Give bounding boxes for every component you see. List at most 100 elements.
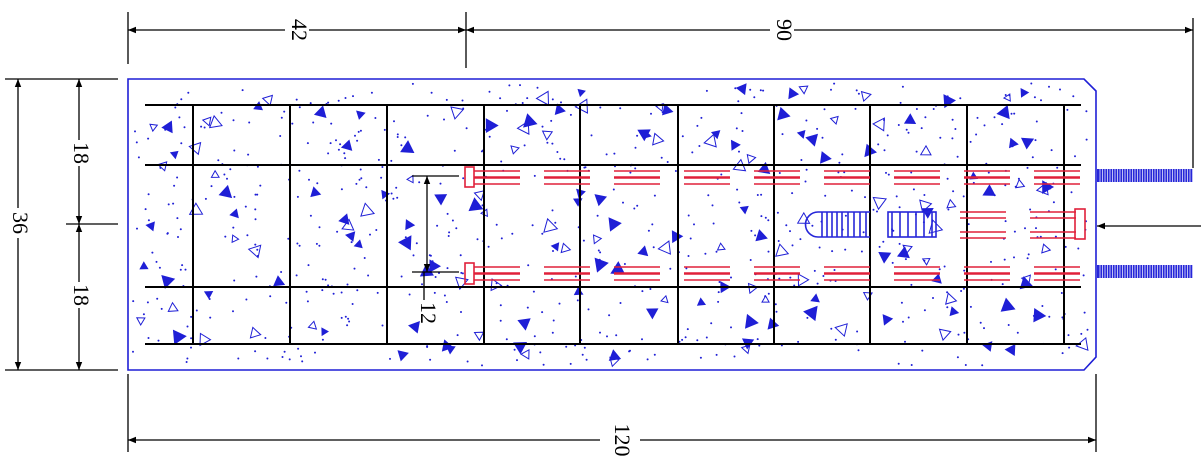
speckle-dot <box>754 234 757 237</box>
speckle-dot <box>857 349 860 352</box>
speckle-dot <box>606 335 608 338</box>
speckle-aggregate <box>543 217 559 233</box>
speckle-dot <box>309 102 312 105</box>
speckle-dot <box>363 257 366 259</box>
speckle-dot <box>646 358 649 361</box>
speckle-dot <box>453 149 456 152</box>
speckle-dot <box>1048 85 1050 88</box>
speckle-dot <box>533 335 536 338</box>
speckle-dot <box>255 275 258 278</box>
speckle-dot <box>359 168 362 171</box>
speckle-dot <box>210 185 213 188</box>
speckle-dot <box>280 271 283 273</box>
anchor-detail <box>804 211 937 238</box>
speckle-dot <box>1066 108 1069 111</box>
speckle-dot <box>400 275 403 278</box>
speckle-dot <box>359 129 362 132</box>
speckle-dot <box>358 178 361 181</box>
speckle-dot <box>560 101 562 104</box>
speckle-dot <box>831 250 834 253</box>
speckle-dot <box>897 124 900 126</box>
speckle-dot <box>581 353 584 356</box>
speckle-dot <box>963 331 966 334</box>
speckle-dot <box>735 127 738 130</box>
speckle-dot <box>1040 99 1042 102</box>
speckle-dot <box>583 346 586 349</box>
speckle-dot <box>347 317 350 320</box>
speckle-dot <box>340 316 343 319</box>
speckle-aggregate <box>834 323 848 338</box>
speckle-dot <box>446 212 449 215</box>
speckle-dot <box>527 264 530 267</box>
speckle-dot <box>951 118 954 121</box>
speckle-aggregate <box>1035 181 1049 196</box>
speckle-dot <box>979 321 982 324</box>
speckle-dot <box>569 113 572 116</box>
speckle-dot <box>762 89 765 92</box>
speckle-aggregate <box>247 244 262 259</box>
speckle-dot <box>797 340 800 343</box>
speckle-dot <box>132 350 134 353</box>
speckle-aggregate <box>931 273 942 284</box>
speckle-aggregate <box>803 305 818 322</box>
speckle-dot <box>217 159 220 162</box>
speckle-dot <box>551 331 554 334</box>
speckle-dot <box>179 228 182 231</box>
speckle-dot <box>932 108 935 110</box>
speckle-aggregate <box>341 218 355 231</box>
speckle-aggregate <box>468 197 484 212</box>
speckle-dot <box>354 134 356 137</box>
speckle-dot <box>295 98 298 101</box>
speckle-dot <box>301 360 304 363</box>
speckle-dot <box>1003 258 1006 261</box>
speckle-dot <box>652 246 655 249</box>
speckle-aggregate <box>535 90 550 106</box>
speckle-dot <box>1059 88 1061 91</box>
speckle-dot <box>223 173 226 176</box>
speckle-dot <box>446 267 449 270</box>
speckle-dot <box>837 171 840 174</box>
speckle-dot <box>1033 96 1036 99</box>
speckle-dot <box>554 221 557 224</box>
speckle-aggregate <box>249 326 262 339</box>
speckle-dot <box>698 145 701 147</box>
speckle-dot <box>811 224 814 227</box>
speckle-dot <box>466 360 469 363</box>
speckle-dot <box>1048 315 1051 318</box>
speckle-aggregate <box>485 118 499 133</box>
dim-label-36: 36 <box>8 212 33 234</box>
speckle-dot <box>281 356 284 358</box>
speckle-dot <box>599 251 602 254</box>
speckle-dot <box>488 90 491 93</box>
speckle-aggregate <box>637 245 649 257</box>
speckle-aggregate <box>310 186 322 198</box>
stirrup-box <box>887 211 937 238</box>
speckle-dot <box>523 144 526 147</box>
speckle-dot <box>1026 257 1029 260</box>
speckle-dot <box>160 307 163 310</box>
speckle-dot <box>1035 227 1037 230</box>
speckle-aggregate <box>657 240 671 255</box>
speckle-aggregate <box>646 308 659 320</box>
speckle-aggregate <box>169 150 179 160</box>
speckle-dot <box>990 260 992 263</box>
speckle-dot <box>542 363 545 366</box>
speckle-aggregate <box>747 282 759 295</box>
speckle-dot <box>778 277 781 280</box>
speckle-dot <box>1085 110 1088 113</box>
speckle-aggregate <box>574 98 589 114</box>
speckle-aggregate <box>829 115 839 125</box>
speckle-dot <box>760 215 763 218</box>
speckle-dot <box>696 339 699 342</box>
speckle-dot <box>185 361 188 363</box>
speckle-dot <box>1024 227 1026 230</box>
speckle-dot <box>1035 120 1038 123</box>
dimension-labels: 42 90 36 18 18 12 120 <box>8 19 797 457</box>
grid-vertical-lines <box>192 105 1065 344</box>
speckle-dot <box>872 208 875 211</box>
speckle-dot <box>244 205 247 208</box>
speckle-dot <box>167 203 170 206</box>
speckle-dot <box>541 232 544 235</box>
speckle-aggregate <box>161 274 176 289</box>
speckle-dot <box>204 197 207 200</box>
